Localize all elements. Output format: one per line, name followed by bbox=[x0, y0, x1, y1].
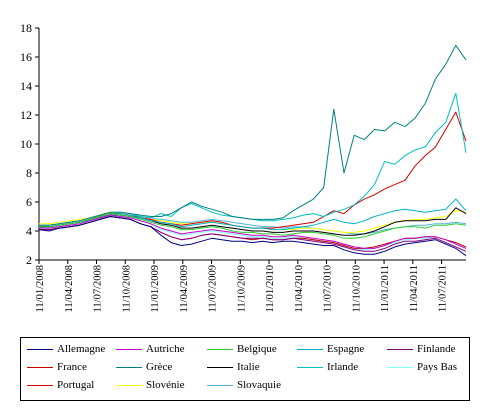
y-tick-label: 16 bbox=[20, 50, 32, 64]
series-line-grèce bbox=[39, 44, 467, 226]
y-tick-label: 8 bbox=[26, 166, 32, 180]
legend-label: Espagne bbox=[327, 343, 365, 355]
y-tick-label: 4 bbox=[26, 224, 32, 238]
series-line-italie bbox=[39, 207, 467, 236]
legend-label: Autriche bbox=[146, 343, 185, 355]
y-tick-label: 2 bbox=[26, 253, 32, 267]
legend-label: Finlande bbox=[417, 343, 456, 355]
legend-swatch bbox=[116, 349, 142, 350]
legend-label: Allemagne bbox=[57, 343, 106, 355]
x-tick-label: 11/01/2010 bbox=[265, 265, 276, 312]
series-line-irlande bbox=[39, 92, 467, 228]
legend-swatch bbox=[27, 385, 53, 386]
legend-label: France bbox=[57, 361, 87, 373]
legend-label: Slovaquie bbox=[237, 379, 281, 391]
legend-swatch bbox=[207, 385, 233, 386]
x-tick-label: 11/04/2008 bbox=[64, 265, 75, 312]
x-tick-label: 11/04/2010 bbox=[294, 265, 305, 312]
x-tick-label: 11/01/2011 bbox=[380, 265, 391, 312]
x-tick-label: 11/04/2011 bbox=[409, 265, 420, 312]
legend-swatch bbox=[116, 385, 142, 386]
x-tick-label: 11/04/2009 bbox=[179, 265, 190, 312]
x-tick-label: 11/01/2009 bbox=[150, 265, 161, 312]
legend-swatch bbox=[27, 349, 53, 350]
y-axis: 2 4 6 8 10 12 14 16 18 bbox=[20, 21, 40, 267]
legend-swatch bbox=[387, 367, 413, 368]
y-tick-label: 12 bbox=[20, 108, 32, 122]
x-tick-label: 11/07/2010 bbox=[323, 265, 334, 312]
series-line-portugal bbox=[39, 111, 467, 229]
series-lines bbox=[38, 44, 467, 257]
y-tick-label: 14 bbox=[20, 79, 32, 93]
series-line-belgique bbox=[39, 213, 467, 239]
y-tick-label: 10 bbox=[20, 137, 32, 151]
legend-swatch bbox=[387, 349, 413, 350]
series-line-autriche bbox=[39, 214, 467, 249]
legend-label: Pays Bas bbox=[417, 361, 458, 373]
legend: Allemagne Autriche Belgique Espagne Finlande… bbox=[20, 337, 470, 401]
legend-swatch bbox=[207, 367, 233, 368]
legend-label: Irlande bbox=[327, 361, 359, 373]
legend-label: Portugal bbox=[57, 379, 95, 391]
legend-swatch bbox=[27, 367, 53, 368]
x-tick-label: 11/07/2011 bbox=[438, 265, 449, 312]
x-tick-label: 11/07/2009 bbox=[208, 265, 219, 312]
x-tick-label: 11/10/2008 bbox=[121, 265, 132, 312]
legend-label: Grèce bbox=[146, 361, 173, 373]
x-tick-label: 11/10/2009 bbox=[236, 265, 247, 312]
y-tick-label: 6 bbox=[26, 195, 32, 209]
series-line-allemagne bbox=[38, 216, 467, 257]
legend-swatch bbox=[207, 349, 233, 350]
x-tick-label: 11/07/2008 bbox=[93, 265, 104, 312]
x-tick-label: 11/10/2010 bbox=[351, 265, 362, 312]
y-tick-label: 18 bbox=[20, 21, 32, 35]
line-chart: 2 4 6 8 10 12 14 16 18 11/01/2008 11/04/2008 11/07… bbox=[20, 21, 467, 312]
legend-label: Slovénie bbox=[146, 379, 185, 391]
x-tick-label: 11/01/2008 bbox=[35, 265, 46, 312]
legend-swatch bbox=[297, 367, 323, 368]
x-axis: 11/01/2008 11/04/2008 11/07/2008 11/10/2008… bbox=[35, 259, 466, 312]
legend-swatch bbox=[116, 367, 142, 368]
legend-label: Belgique bbox=[237, 343, 277, 355]
legend-swatch bbox=[297, 349, 323, 350]
legend-label: Italie bbox=[237, 361, 260, 373]
